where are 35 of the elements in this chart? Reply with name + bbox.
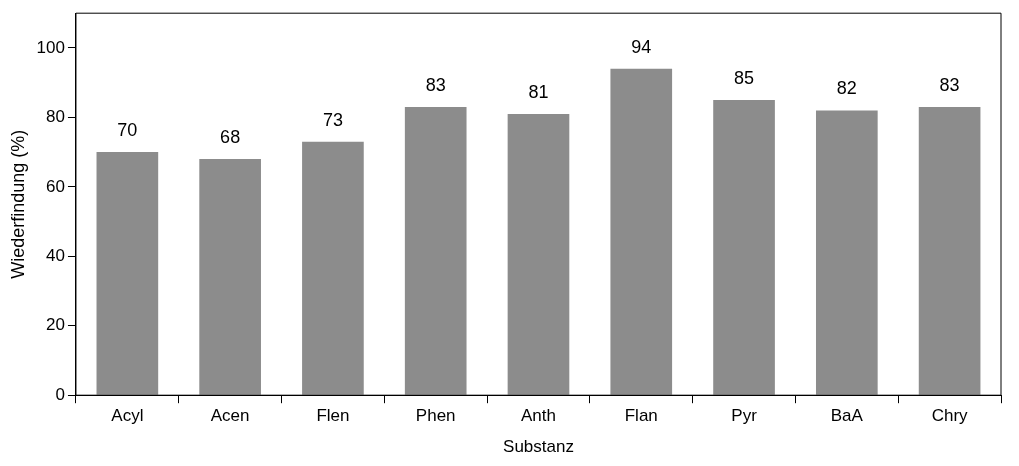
bar xyxy=(302,141,364,395)
x-tick-label: Anth xyxy=(520,406,556,426)
y-tick-label: 40 xyxy=(46,245,65,265)
x-tick-label: Acen xyxy=(210,406,250,426)
bar xyxy=(918,106,981,395)
data-label: 73 xyxy=(322,109,343,130)
x-tick-label: Flan xyxy=(624,406,658,426)
x-axis-title: Substanz xyxy=(503,437,574,457)
x-tick-label: Chry xyxy=(931,406,969,426)
bar xyxy=(404,106,467,395)
bar xyxy=(713,100,775,395)
data-label: 68 xyxy=(220,127,241,148)
x-tick-label: Phen xyxy=(415,406,456,426)
y-tick-label: 20 xyxy=(46,315,65,335)
data-label: 70 xyxy=(117,120,138,141)
x-tick-label: Acyl xyxy=(111,406,144,426)
bar xyxy=(815,110,878,395)
x-tick-label: BaA xyxy=(830,406,864,426)
y-tick-label: 100 xyxy=(36,37,65,57)
data-label: 83 xyxy=(425,74,446,95)
y-tick-label: 80 xyxy=(46,107,65,127)
x-tick-label: Pyr xyxy=(731,406,758,426)
y-tick-label: 0 xyxy=(55,384,65,404)
data-label: 85 xyxy=(734,67,755,88)
bar xyxy=(96,152,159,395)
x-tick-label: Flen xyxy=(316,406,350,426)
y-tick-label: 60 xyxy=(46,176,65,196)
data-label: 81 xyxy=(528,81,549,102)
bar xyxy=(610,68,673,395)
data-label: 82 xyxy=(836,78,857,99)
y-axis-title: Wiederfindung (%) xyxy=(7,129,28,279)
data-label: 94 xyxy=(631,36,652,57)
bar xyxy=(507,113,570,395)
data-label: 83 xyxy=(939,74,960,95)
bar xyxy=(199,159,261,395)
